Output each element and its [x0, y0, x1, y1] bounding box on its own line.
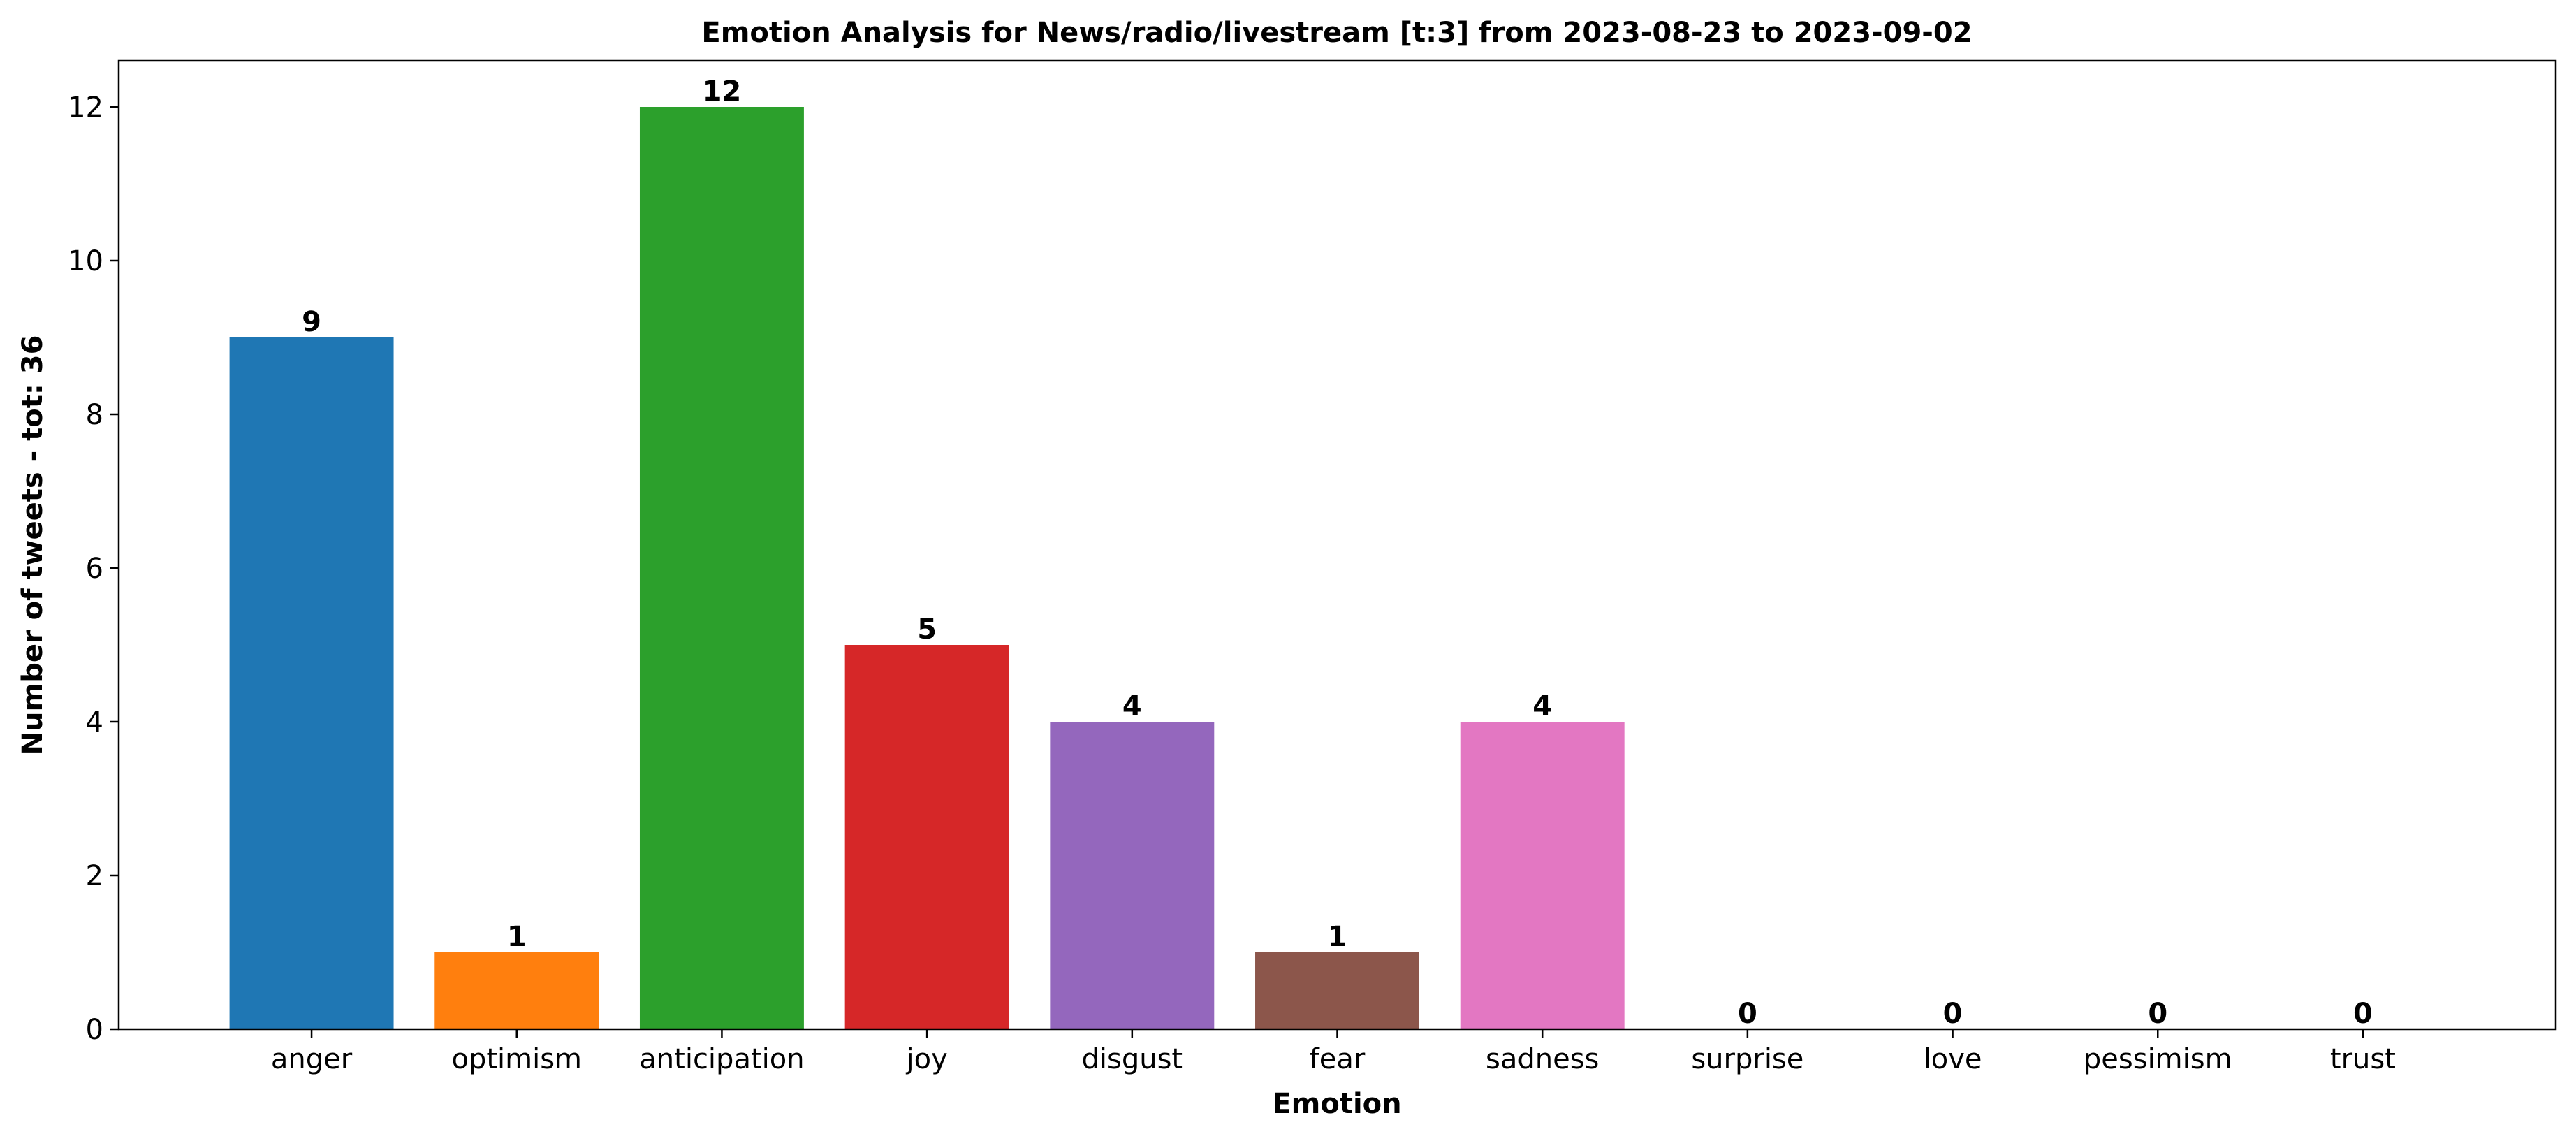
data-label-pessimism: 0 [2148, 998, 2167, 1030]
bar-anger [229, 337, 394, 1029]
data-label-optimism: 1 [507, 921, 527, 953]
data-label-joy: 5 [917, 613, 937, 646]
data-label-fear: 1 [1328, 921, 1347, 953]
bar-sadness [1460, 722, 1625, 1029]
x-tick-label-trust: trust [2330, 1043, 2396, 1075]
plot-frame [117, 59, 2557, 1031]
y-tick-label-12: 12 [68, 92, 103, 124]
x-tick-label-sadness: sadness [1486, 1043, 1599, 1075]
data-label-sadness: 4 [1532, 690, 1552, 722]
chart-title: Emotion Analysis for News/radio/livestre… [701, 17, 1972, 49]
data-label-anger: 9 [302, 306, 321, 338]
data-label-love: 0 [1943, 998, 1963, 1030]
y-tick-label-4: 4 [86, 706, 103, 739]
x-axis-label: Emotion [1272, 1088, 1401, 1120]
y-tick-label-2: 2 [86, 860, 103, 892]
x-tick-label-pessimism: pessimism [2084, 1043, 2232, 1075]
y-tick-label-10: 10 [68, 245, 103, 277]
bar-joy [844, 645, 1009, 1029]
data-label-disgust: 4 [1122, 690, 1142, 722]
data-label-surprise: 0 [1738, 998, 1757, 1030]
x-tick-label-optimism: optimism [451, 1043, 582, 1075]
x-tick-label-surprise: surprise [1691, 1043, 1803, 1075]
x-axis: anger optimism anticipation joy disgust fear s… [271, 1029, 2396, 1075]
y-axis: 0 2 4 6 8 10 12 [68, 92, 119, 1046]
bars-layer: 9 1 12 5 4 1 4 0 0 0 0 [229, 75, 2373, 1030]
data-label-trust: 0 [2353, 998, 2373, 1030]
x-tick-label-love: love [1924, 1043, 1982, 1075]
bar-fear [1255, 952, 1419, 1029]
x-tick-label-disgust: disgust [1082, 1043, 1183, 1075]
bar-optimism [434, 952, 599, 1029]
x-tick-label-joy: joy [905, 1043, 947, 1075]
y-axis-label: Number of tweets - tot: 36 [17, 335, 49, 755]
bar-disgust [1050, 722, 1215, 1029]
y-tick-label-8: 8 [86, 399, 103, 431]
x-tick-label-anger: anger [271, 1043, 353, 1075]
bar-anticipation [639, 107, 804, 1029]
x-tick-label-fear: fear [1310, 1043, 1366, 1075]
y-tick-label-6: 6 [86, 553, 103, 585]
data-label-anticipation: 12 [703, 75, 742, 108]
x-tick-label-anticipation: anticipation [639, 1043, 804, 1075]
y-tick-label-0: 0 [86, 1014, 103, 1046]
